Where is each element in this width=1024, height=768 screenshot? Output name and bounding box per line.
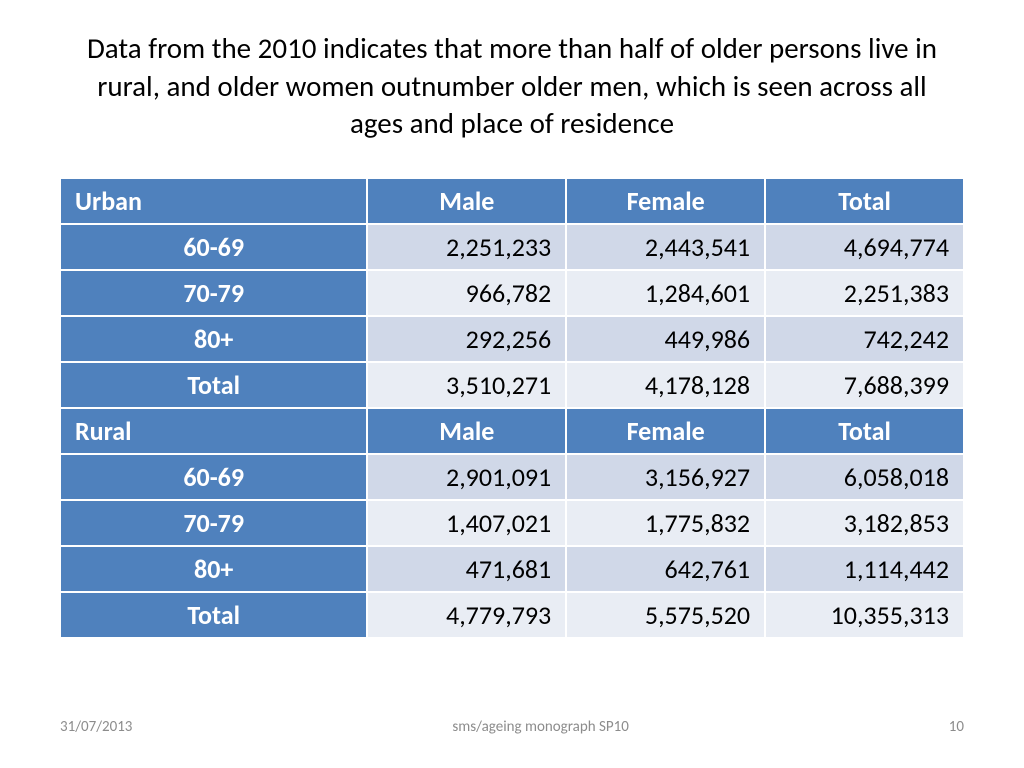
- col-header-male: Male: [367, 178, 566, 224]
- table-row: 80+ 471,681 642,761 1,114,442: [60, 546, 964, 592]
- cell-male: 2,251,233: [367, 224, 566, 270]
- col-header-female: Female: [566, 178, 765, 224]
- row-label: 60-69: [60, 454, 367, 500]
- cell-male: 292,256: [367, 316, 566, 362]
- col-header-total: Total: [765, 408, 964, 454]
- cell-male: 966,782: [367, 270, 566, 316]
- cell-total: 3,182,853: [765, 500, 964, 546]
- cell-male: 4,779,793: [367, 592, 566, 638]
- table-row: Total 3,510,271 4,178,128 7,688,399: [60, 362, 964, 408]
- col-header-male: Male: [367, 408, 566, 454]
- cell-total: 1,114,442: [765, 546, 964, 592]
- section-header-urban: Urban Male Female Total: [60, 178, 964, 224]
- cell-male: 3,510,271: [367, 362, 566, 408]
- col-header-female: Female: [566, 408, 765, 454]
- row-label: Total: [60, 592, 367, 638]
- cell-male: 2,901,091: [367, 454, 566, 500]
- section-label: Urban: [60, 178, 367, 224]
- cell-female: 1,284,601: [566, 270, 765, 316]
- footer-source: sms/ageing monograph SP10: [132, 718, 948, 736]
- col-header-total: Total: [765, 178, 964, 224]
- cell-female: 1,775,832: [566, 500, 765, 546]
- slide-footer: 31/07/2013 sms/ageing monograph SP10 10: [0, 718, 1024, 736]
- table-row: Total 4,779,793 5,575,520 10,355,313: [60, 592, 964, 638]
- cell-female: 449,986: [566, 316, 765, 362]
- cell-male: 471,681: [367, 546, 566, 592]
- section-label: Rural: [60, 408, 367, 454]
- cell-total: 6,058,018: [765, 454, 964, 500]
- cell-total: 10,355,313: [765, 592, 964, 638]
- cell-total: 4,694,774: [765, 224, 964, 270]
- row-label: 80+: [60, 546, 367, 592]
- slide-title: Data from the 2010 indicates that more t…: [60, 30, 964, 143]
- table-row: 70-79 966,782 1,284,601 2,251,383: [60, 270, 964, 316]
- section-header-rural: Rural Male Female Total: [60, 408, 964, 454]
- table-row: 70-79 1,407,021 1,775,832 3,182,853: [60, 500, 964, 546]
- cell-female: 4,178,128: [566, 362, 765, 408]
- cell-female: 2,443,541: [566, 224, 765, 270]
- cell-total: 742,242: [765, 316, 964, 362]
- footer-page: 10: [949, 718, 964, 736]
- cell-total: 7,688,399: [765, 362, 964, 408]
- cell-female: 5,575,520: [566, 592, 765, 638]
- table-row: 80+ 292,256 449,986 742,242: [60, 316, 964, 362]
- row-label: 80+: [60, 316, 367, 362]
- cell-female: 3,156,927: [566, 454, 765, 500]
- table-row: 60-69 2,251,233 2,443,541 4,694,774: [60, 224, 964, 270]
- row-label: 70-79: [60, 500, 367, 546]
- cell-male: 1,407,021: [367, 500, 566, 546]
- row-label: Total: [60, 362, 367, 408]
- cell-female: 642,761: [566, 546, 765, 592]
- row-label: 70-79: [60, 270, 367, 316]
- row-label: 60-69: [60, 224, 367, 270]
- table-row: 60-69 2,901,091 3,156,927 6,058,018: [60, 454, 964, 500]
- data-table: Urban Male Female Total 60-69 2,251,233 …: [60, 178, 964, 638]
- cell-total: 2,251,383: [765, 270, 964, 316]
- footer-date: 31/07/2013: [60, 718, 132, 736]
